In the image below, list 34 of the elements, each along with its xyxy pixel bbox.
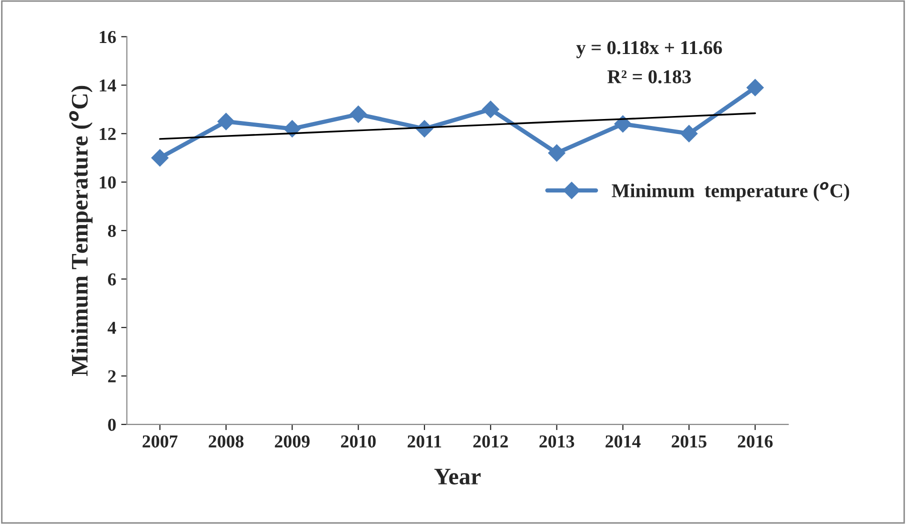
point <box>482 100 500 118</box>
y-axis-title: Minimum Temperature ($^{o}$C) <box>69 86 93 376</box>
y-tick-label: 4 <box>108 322 116 334</box>
y-tick-label: 16 <box>100 30 116 44</box>
x-tick-label: 2007 <box>142 435 178 448</box>
line-series <box>159 112 756 140</box>
x-tick-label: 2012 <box>473 435 508 448</box>
y-tick-label: 14 <box>100 79 116 92</box>
point <box>217 112 235 130</box>
y-tick-label: 2 <box>108 370 116 382</box>
y-tick-label: 8 <box>108 224 116 237</box>
y-tick-label: 12 <box>100 128 116 140</box>
point <box>350 106 367 123</box>
x-tick-label: 2016 <box>738 435 773 448</box>
x-tick-label: 2008 <box>208 435 244 448</box>
legend-label: Minimum temperature ($^{o}$C) <box>612 182 850 202</box>
x-tick-label: 2013 <box>539 435 574 448</box>
annotation: R² = 0.183 <box>607 70 691 84</box>
point <box>151 149 168 166</box>
y-tick-label: 0 <box>108 418 116 431</box>
y-tick-label: 6 <box>108 273 116 286</box>
point <box>746 79 764 96</box>
point <box>614 115 632 132</box>
x-tick-label: 2015 <box>672 435 706 448</box>
point <box>680 125 698 142</box>
x-tick-label: 2014 <box>606 435 641 448</box>
point <box>548 144 566 162</box>
annotation: y = 0.118x + 11.66 <box>576 41 722 58</box>
x-tick-label: 2011 <box>408 435 442 448</box>
x-tick-label: 2010 <box>341 435 376 448</box>
point <box>284 120 301 138</box>
x-axis-title: Year <box>434 468 481 485</box>
x-tick-label: 2009 <box>274 435 310 448</box>
y-tick-label: 10 <box>100 176 116 189</box>
